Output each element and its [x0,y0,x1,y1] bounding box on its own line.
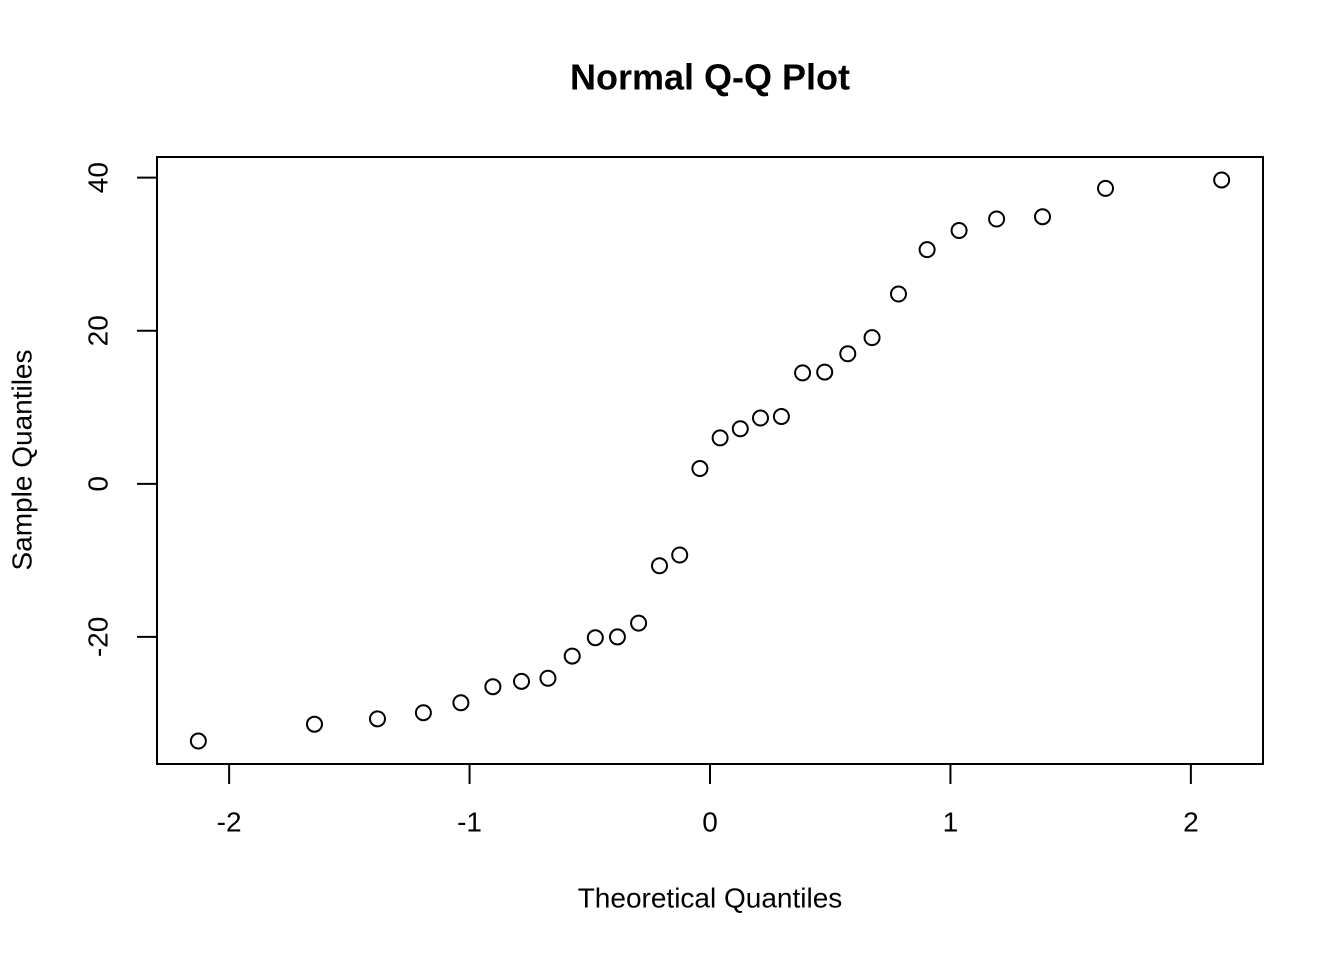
point [586,629,604,647]
y-tick-label: 20 [82,315,113,346]
point [1097,179,1115,197]
y-tick-label: 0 [82,476,113,492]
point [950,221,968,239]
point [816,363,834,381]
point [863,329,881,347]
x-tick-label: 1 [943,806,959,837]
point [988,210,1006,228]
point [630,614,648,632]
point [711,429,729,447]
point [512,672,530,690]
point [305,715,323,733]
point [1034,208,1052,226]
x-axis-label: Theoretical Quantiles [578,882,843,913]
point [890,285,908,303]
point [691,460,709,478]
point [452,694,470,712]
point [751,409,769,427]
point [608,628,626,646]
x-tick-label: -2 [217,806,242,837]
point [414,704,432,722]
x-tick-label: 2 [1183,806,1199,837]
y-tick-label: -20 [82,617,113,657]
point [772,407,790,425]
point [539,669,557,687]
point [563,647,581,665]
x-tick-label: 0 [702,806,718,837]
plot-frame [156,156,1264,765]
point [651,557,669,575]
x-tick-label: -1 [457,806,482,837]
point [189,732,207,750]
point [839,345,857,363]
chart-title: Normal Q-Q Plot [570,57,850,98]
point [918,241,936,259]
y-tick-label: 40 [82,162,113,193]
y-axis-label: Sample Quantiles [6,349,37,570]
point [671,546,689,564]
point [368,710,386,728]
point [731,420,749,438]
point [484,678,502,696]
point [794,364,812,382]
point [1213,171,1231,189]
